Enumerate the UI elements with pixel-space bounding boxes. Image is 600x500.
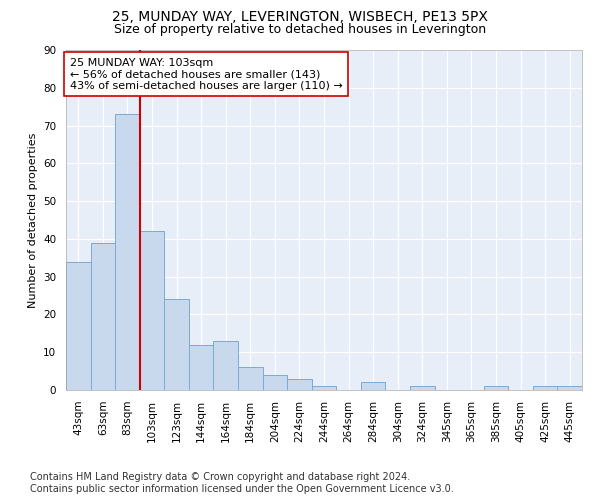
Text: Size of property relative to detached houses in Leverington: Size of property relative to detached ho… (114, 22, 486, 36)
Bar (164, 300, 189, 390)
Bar (263, 375, 287, 390)
Bar (533, 386, 557, 390)
Y-axis label: Number of detached properties: Number of detached properties (28, 132, 38, 308)
Text: Contains public sector information licensed under the Open Government Licence v3: Contains public sector information licen… (30, 484, 454, 494)
Bar (361, 382, 385, 390)
Bar (91, 242, 115, 390)
Bar (238, 368, 263, 390)
Bar (410, 386, 434, 390)
Text: 25 MUNDAY WAY: 103sqm
← 56% of detached houses are smaller (143)
43% of semi-det: 25 MUNDAY WAY: 103sqm ← 56% of detached … (70, 58, 343, 91)
Bar (557, 386, 582, 390)
Bar (312, 386, 336, 390)
Bar (214, 341, 238, 390)
Bar (66, 262, 91, 390)
Bar (189, 344, 214, 390)
Bar (287, 378, 312, 390)
Bar (140, 232, 164, 390)
Text: 25, MUNDAY WAY, LEVERINGTON, WISBECH, PE13 5PX: 25, MUNDAY WAY, LEVERINGTON, WISBECH, PE… (112, 10, 488, 24)
Text: Contains HM Land Registry data © Crown copyright and database right 2024.: Contains HM Land Registry data © Crown c… (30, 472, 410, 482)
Bar (484, 386, 508, 390)
Bar (115, 114, 140, 390)
